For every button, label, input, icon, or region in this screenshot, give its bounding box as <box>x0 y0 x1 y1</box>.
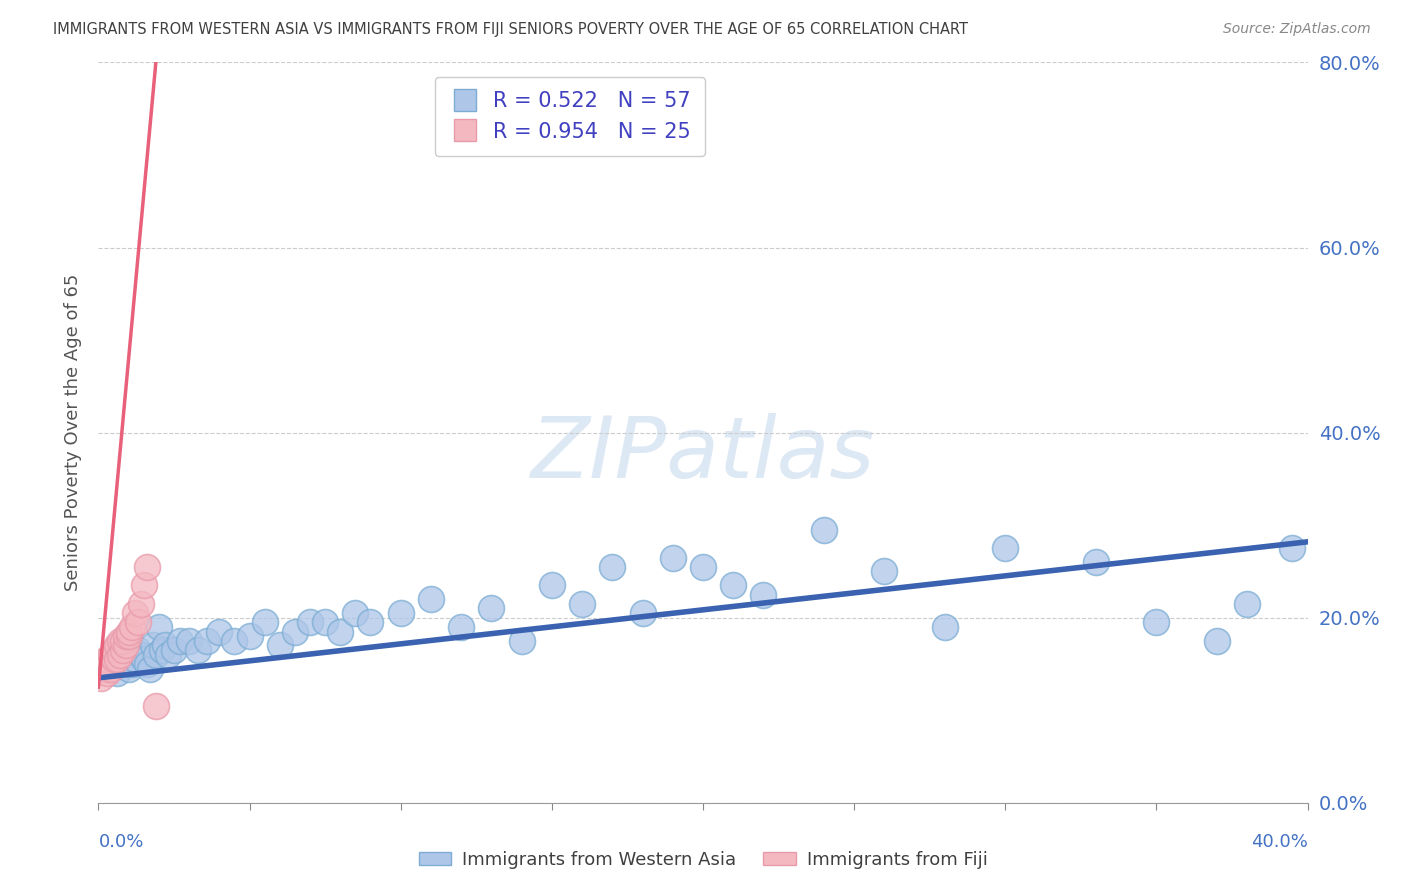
Point <box>111 648 134 662</box>
Point <box>145 698 167 713</box>
Point <box>344 606 367 620</box>
Point <box>118 662 141 676</box>
Point <box>108 633 131 648</box>
Point <box>105 652 128 666</box>
Point <box>1236 597 1258 611</box>
Point <box>105 639 128 653</box>
Point <box>692 559 714 574</box>
Point <box>129 648 152 662</box>
Point <box>510 633 533 648</box>
Point <box>135 657 157 671</box>
Point <box>163 643 186 657</box>
Point <box>481 601 503 615</box>
Point <box>602 559 624 574</box>
Text: IMMIGRANTS FROM WESTERN ASIA VS IMMIGRANTS FROM FIJI SENIORS POVERTY OVER THE AG: IMMIGRANTS FROM WESTERN ASIA VS IMMIGRAN… <box>53 22 969 37</box>
Point <box>114 639 136 653</box>
Point <box>723 578 745 592</box>
Point <box>179 633 201 648</box>
Point <box>90 671 112 685</box>
Point <box>96 652 118 666</box>
Point <box>124 606 146 620</box>
Point <box>103 652 125 666</box>
Point <box>100 648 122 662</box>
Point <box>1085 555 1108 569</box>
Point <box>420 592 443 607</box>
Point <box>103 643 125 657</box>
Point <box>111 633 134 648</box>
Y-axis label: Seniors Poverty Over the Age of 65: Seniors Poverty Over the Age of 65 <box>63 274 82 591</box>
Point <box>389 606 412 620</box>
Point <box>934 620 956 634</box>
Point <box>118 629 141 643</box>
Point <box>103 652 125 666</box>
Point <box>127 643 149 657</box>
Point <box>111 643 134 657</box>
Point <box>224 633 246 648</box>
Point <box>108 648 131 662</box>
Point <box>299 615 322 630</box>
Text: Source: ZipAtlas.com: Source: ZipAtlas.com <box>1223 22 1371 37</box>
Point <box>195 633 218 648</box>
Point <box>631 606 654 620</box>
Point <box>132 578 155 592</box>
Point <box>187 643 209 657</box>
Point <box>135 559 157 574</box>
Point <box>132 652 155 666</box>
Point <box>129 597 152 611</box>
Text: 40.0%: 40.0% <box>1251 833 1308 851</box>
Point <box>121 620 143 634</box>
Legend: Immigrants from Western Asia, Immigrants from Fiji: Immigrants from Western Asia, Immigrants… <box>412 844 994 876</box>
Point <box>329 624 352 639</box>
Point <box>118 624 141 639</box>
Point <box>121 657 143 671</box>
Point <box>450 620 472 634</box>
Point <box>661 550 683 565</box>
Point <box>139 662 162 676</box>
Point <box>1206 633 1229 648</box>
Point <box>93 662 115 676</box>
Point <box>124 652 146 666</box>
Point <box>253 615 276 630</box>
Point <box>1144 615 1167 630</box>
Point <box>269 639 291 653</box>
Point <box>284 624 307 639</box>
Point <box>813 523 835 537</box>
Point <box>540 578 562 592</box>
Legend: R = 0.522   N = 57, R = 0.954   N = 25: R = 0.522 N = 57, R = 0.954 N = 25 <box>434 77 706 156</box>
Point <box>153 639 176 653</box>
Point <box>156 648 179 662</box>
Point <box>360 615 382 630</box>
Point <box>114 657 136 671</box>
Point <box>239 629 262 643</box>
Point <box>994 541 1017 556</box>
Point <box>208 624 231 639</box>
Point <box>100 662 122 676</box>
Point <box>150 643 173 657</box>
Point <box>873 565 896 579</box>
Point <box>105 666 128 681</box>
Text: ZIPatlas: ZIPatlas <box>531 413 875 496</box>
Point <box>571 597 593 611</box>
Point <box>145 648 167 662</box>
Point <box>148 620 170 634</box>
Point <box>114 629 136 643</box>
Point <box>169 633 191 648</box>
Point <box>1281 541 1303 556</box>
Point <box>127 615 149 630</box>
Point <box>752 588 775 602</box>
Point <box>96 666 118 681</box>
Point <box>96 662 118 676</box>
Text: 0.0%: 0.0% <box>98 833 143 851</box>
Point <box>314 615 336 630</box>
Point <box>142 639 165 653</box>
